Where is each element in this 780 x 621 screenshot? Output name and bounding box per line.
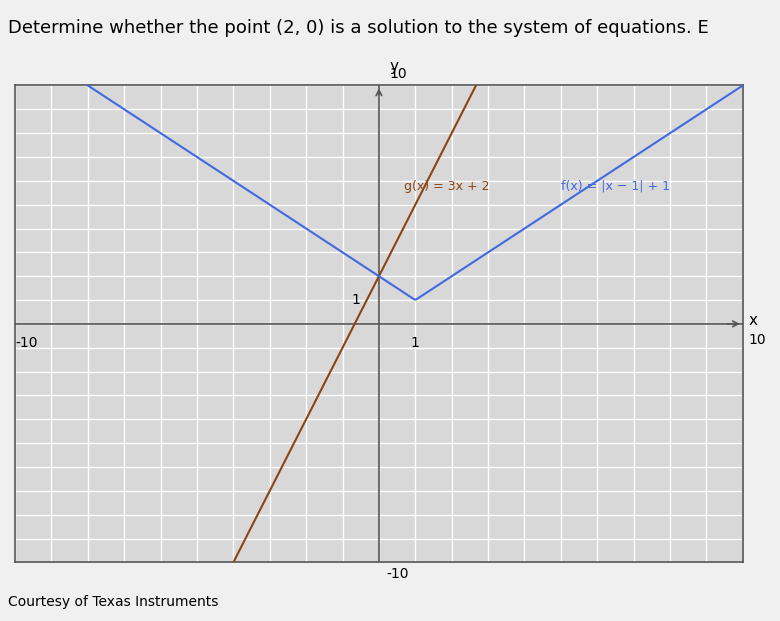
Text: f(x) = |x − 1| + 1: f(x) = |x − 1| + 1 — [561, 179, 670, 193]
Text: Determine whether the point (2, 0) is a solution to the system of equations. E: Determine whether the point (2, 0) is a … — [8, 19, 708, 37]
Text: 1: 1 — [352, 293, 360, 307]
Text: -10: -10 — [386, 567, 409, 581]
Text: 10: 10 — [390, 66, 407, 81]
Text: 1: 1 — [411, 336, 420, 350]
Text: Courtesy of Texas Instruments: Courtesy of Texas Instruments — [8, 594, 218, 609]
Text: x: x — [748, 313, 757, 328]
Text: g(x) = 3x + 2: g(x) = 3x + 2 — [404, 179, 490, 193]
Text: -10: -10 — [15, 336, 37, 350]
Text: 10: 10 — [748, 333, 766, 347]
Text: y: y — [390, 58, 399, 73]
